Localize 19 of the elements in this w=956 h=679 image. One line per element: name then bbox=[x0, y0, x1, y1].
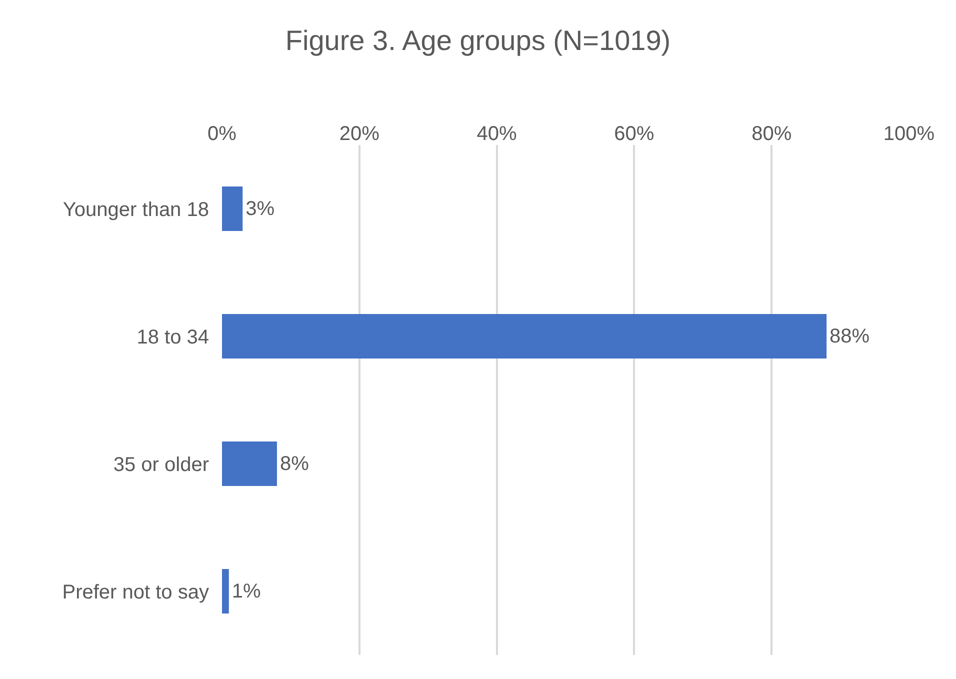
y-tick-label: 35 or older bbox=[113, 454, 210, 476]
chart-title: Figure 3. Age groups (N=1019) bbox=[285, 25, 671, 56]
y-tick-label: Prefer not to say bbox=[62, 581, 209, 604]
x-tick-label: 100% bbox=[883, 123, 935, 145]
y-tick-label: 18 to 34 bbox=[136, 326, 209, 348]
bar bbox=[222, 314, 827, 359]
bar bbox=[222, 441, 277, 486]
data-label: 3% bbox=[246, 198, 275, 220]
x-tick-label: 0% bbox=[208, 123, 237, 145]
data-label: 8% bbox=[280, 452, 310, 475]
y-tick-label: Younger than 18 bbox=[62, 198, 209, 221]
data-label: 88% bbox=[830, 325, 870, 348]
data-label: 1% bbox=[232, 580, 261, 602]
x-tick-label: 40% bbox=[476, 123, 518, 145]
x-tick-label: 60% bbox=[614, 123, 654, 145]
x-tick-label: 20% bbox=[339, 123, 380, 145]
x-tick-label: 80% bbox=[752, 123, 792, 145]
bar bbox=[222, 568, 229, 614]
bar bbox=[222, 186, 243, 232]
